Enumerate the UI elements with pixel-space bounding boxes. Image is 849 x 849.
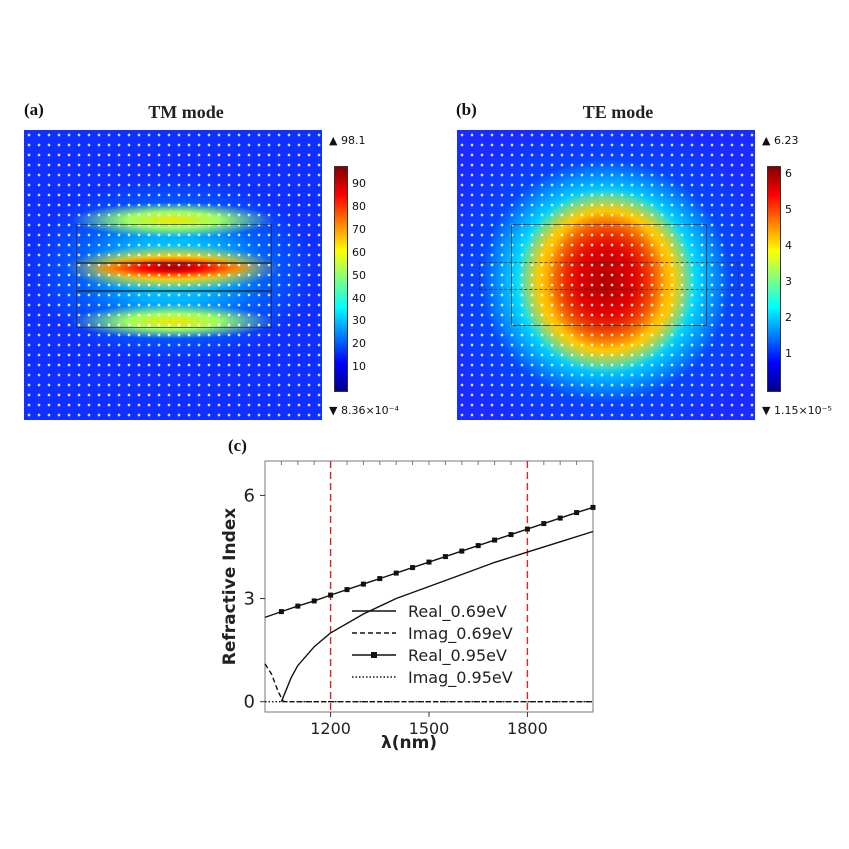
- colorbar-a-min-label: 8.36×10⁻⁴: [340, 404, 399, 417]
- series-marker: [574, 510, 580, 516]
- colorbar-a-max: ▲ 98.1: [329, 134, 365, 147]
- panel-b-label: (b): [456, 100, 477, 119]
- series-marker: [475, 543, 481, 549]
- series-marker: [508, 532, 514, 538]
- colorbar-b-max-label: 6.23: [773, 134, 799, 147]
- series-marker: [344, 587, 350, 593]
- plot-frame: [264, 460, 594, 713]
- colorbar-tick-label: 1: [785, 347, 792, 361]
- series-marker: [590, 504, 596, 510]
- series-marker: [524, 526, 530, 532]
- x-axis-label: λ(nm): [381, 733, 437, 753]
- waveguide-top-outline: [76, 224, 272, 264]
- series-marker: [295, 603, 301, 609]
- legend-label: Imag_0.95eV: [408, 668, 513, 688]
- colorbar-tick-label: 60: [352, 245, 366, 259]
- x-tick-label: 1800: [507, 719, 548, 738]
- panel-a-title: TM mode: [148, 102, 224, 122]
- series-marker: [311, 598, 317, 604]
- panel-a-label: (a): [24, 100, 44, 119]
- waveguide-core-outline: [76, 262, 272, 292]
- core-layer-outline: [479, 262, 739, 290]
- triangle-up-icon: ▲: [762, 134, 771, 147]
- colorbar-b-min-label: 1.15×10⁻⁵: [773, 404, 832, 417]
- legend-marker: [371, 652, 377, 658]
- series-marker: [410, 565, 416, 571]
- colorbar-tick-label: 4: [785, 239, 792, 253]
- colorbar-a-max-label: 98.1: [340, 134, 366, 147]
- colorbar-tick-label: 90: [352, 177, 366, 191]
- panel-b-title: TE mode: [582, 102, 654, 122]
- colorbar-tick-label: 70: [352, 223, 366, 237]
- series-marker: [328, 592, 334, 598]
- y-tick-label: 0: [244, 692, 255, 713]
- waveguide-bottom-outline: [76, 290, 272, 328]
- colorbar-tick-label: 6: [785, 167, 792, 181]
- colorbar-tick-label: 80: [352, 200, 366, 214]
- colorbar-tick-label: 40: [352, 291, 366, 305]
- legend-label: Imag_0.69eV: [408, 624, 513, 644]
- series-marker: [360, 581, 366, 587]
- colorbar-tick-label: 50: [352, 268, 366, 282]
- triangle-down-icon: ▼: [329, 404, 338, 417]
- series-marker: [377, 576, 383, 582]
- y-tick-label: 6: [244, 485, 255, 506]
- y-axis-label: Refractive Index: [220, 508, 240, 666]
- tm-mode-field-plot: [24, 130, 322, 420]
- series-marker: [426, 559, 432, 565]
- x-tick-label: 1200: [310, 719, 351, 738]
- series-marker: [541, 521, 547, 527]
- series-marker: [442, 554, 448, 560]
- legend-label: Real_0.95eV: [408, 646, 507, 666]
- colorbar-b-min: ▼ 1.15×10⁻⁵: [762, 404, 832, 417]
- colorbar-tick-label: 20: [352, 337, 366, 351]
- colorbar-a: [334, 166, 348, 392]
- waveguide-outline: [511, 224, 707, 326]
- colorbar-tick-label: 10: [352, 360, 366, 374]
- series-marker: [492, 537, 498, 543]
- colorbar-tick-label: 5: [785, 203, 792, 217]
- legend-label: Real_0.69eV: [408, 602, 507, 622]
- triangle-down-icon: ▼: [762, 404, 771, 417]
- series-marker: [459, 548, 465, 554]
- panel-c-label: (c): [228, 436, 247, 455]
- triangle-up-icon: ▲: [329, 134, 338, 147]
- colorbar-a-min: ▼ 8.36×10⁻⁴: [329, 404, 399, 417]
- series-marker: [393, 570, 399, 576]
- series-line-Real_0.95eV: [264, 506, 594, 619]
- series-marker: [278, 609, 284, 615]
- y-tick-label: 3: [244, 589, 255, 610]
- series-line-Imag_0.69eV: [264, 663, 593, 703]
- colorbar-tick-label: 2: [785, 311, 792, 325]
- series-marker: [557, 515, 563, 521]
- colorbar-tick-label: 30: [352, 314, 366, 328]
- colorbar-b: [767, 166, 781, 392]
- series-line-Real_0.69eV: [280, 530, 594, 702]
- colorbar-b-max: ▲ 6.23: [762, 134, 798, 147]
- colorbar-tick-label: 3: [785, 275, 792, 289]
- te-mode-field-plot: [457, 130, 755, 420]
- x-tick-label: 1500: [409, 719, 450, 738]
